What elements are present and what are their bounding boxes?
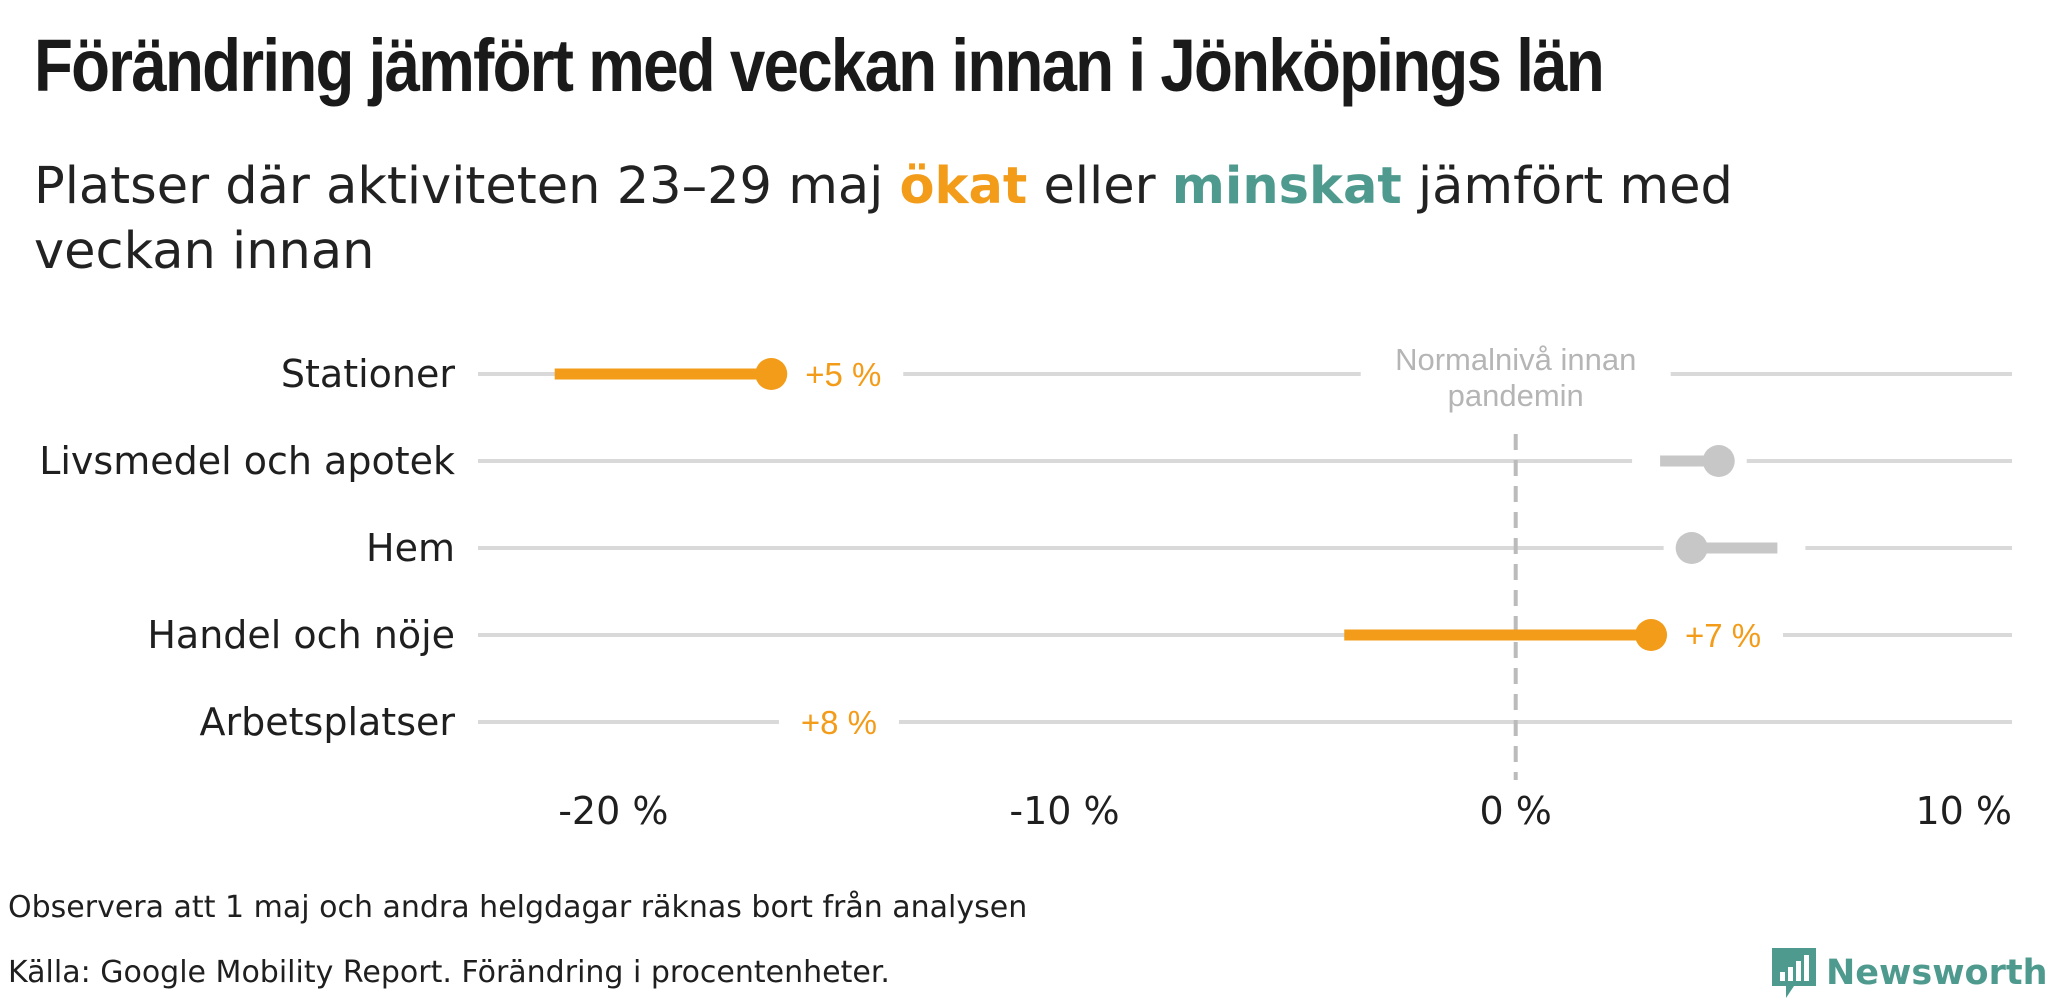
category-label: Livsmedel och apotek bbox=[39, 439, 455, 483]
change-label: +7 % bbox=[1685, 617, 1761, 654]
footnote-source: Källa: Google Mobility Report. Förändrin… bbox=[8, 955, 890, 990]
current-week-point bbox=[1635, 619, 1668, 651]
x-tick-label: -10 % bbox=[1009, 789, 1119, 833]
newsworthy-chart-bubble-icon bbox=[1772, 948, 1816, 998]
category-label: Hem bbox=[366, 526, 455, 570]
page-subtitle: Platser där aktiviteten 23–29 maj ökat e… bbox=[34, 154, 1794, 284]
brand-name: Newsworthy bbox=[1826, 953, 2048, 993]
newsworthy-brand: Newsworthy bbox=[1772, 948, 2048, 998]
x-tick-label: -20 % bbox=[558, 789, 668, 833]
footnote-note: Observera att 1 maj och andra helgdagar … bbox=[8, 890, 1028, 925]
x-tick-label: 0 % bbox=[1480, 789, 1552, 833]
reference-line-label: pandemin bbox=[1448, 378, 1584, 413]
subtitle-text-2: eller bbox=[1027, 157, 1172, 216]
current-week-point bbox=[1675, 532, 1708, 564]
page-title: Förändring jämfört med veckan innan i Jö… bbox=[34, 24, 1605, 107]
x-tick-label: 10 % bbox=[1915, 789, 2012, 833]
subtitle-text-3: jämfört med veckan innan bbox=[34, 157, 1733, 281]
current-week-point bbox=[755, 358, 788, 390]
reference-line-label: Normalnivå innan bbox=[1395, 342, 1636, 377]
category-label: Arbetsplatser bbox=[200, 700, 456, 744]
change-label: +5 % bbox=[805, 356, 881, 393]
subtitle-text-1: Platser där aktiviteten 23–29 maj bbox=[34, 157, 900, 216]
category-label: Stationer bbox=[281, 352, 455, 396]
subtitle-increase-word: ökat bbox=[899, 157, 1028, 216]
category-label: Handel och nöje bbox=[147, 613, 455, 657]
subtitle-decrease-word: minskat bbox=[1171, 157, 1402, 216]
current-week-point bbox=[1702, 445, 1735, 477]
change-label: +8 % bbox=[801, 704, 877, 741]
